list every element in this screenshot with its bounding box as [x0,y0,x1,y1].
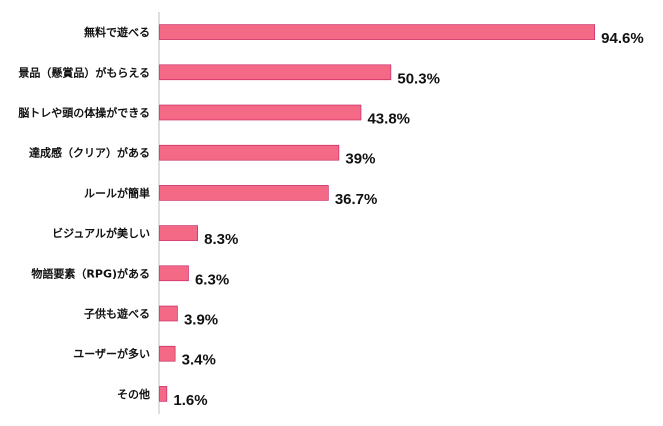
value-label: 6.3% [195,271,229,288]
value-label: 39% [345,151,375,168]
bar [159,225,198,241]
bar [159,185,329,201]
category-label: 子供も遊べる [84,307,150,321]
category-label: 達成感（クリア）がある [29,146,150,160]
value-label: 8.3% [204,231,238,248]
bar [159,64,392,81]
value-label: 3.4% [182,352,216,369]
category-label: ビジュアルが美しい [52,226,150,240]
value-label: 36.7% [335,191,378,208]
value-label: 1.6% [173,392,207,409]
category-label: ルールが簡単 [84,186,150,200]
bar [159,265,189,282]
bar [159,345,176,362]
bar [159,24,595,40]
bar [159,386,168,402]
category-label: 景品（懸賞品）がもらえる [17,65,150,79]
category-label: ユーザーが多い [73,347,150,361]
category-label: 脳トレや頭の体操ができる [18,106,150,120]
value-label: 43.8% [367,111,410,128]
bar [159,305,178,322]
value-label: 3.9% [184,312,218,329]
value-label: 50.3% [397,70,440,87]
value-label: 94.6% [601,30,644,47]
bar [159,144,340,161]
category-label: 無料で遊べる [84,25,150,39]
category-label: その他 [117,387,150,401]
bar [159,104,362,121]
category-label: 物語要素（RPG)がある [31,266,150,280]
